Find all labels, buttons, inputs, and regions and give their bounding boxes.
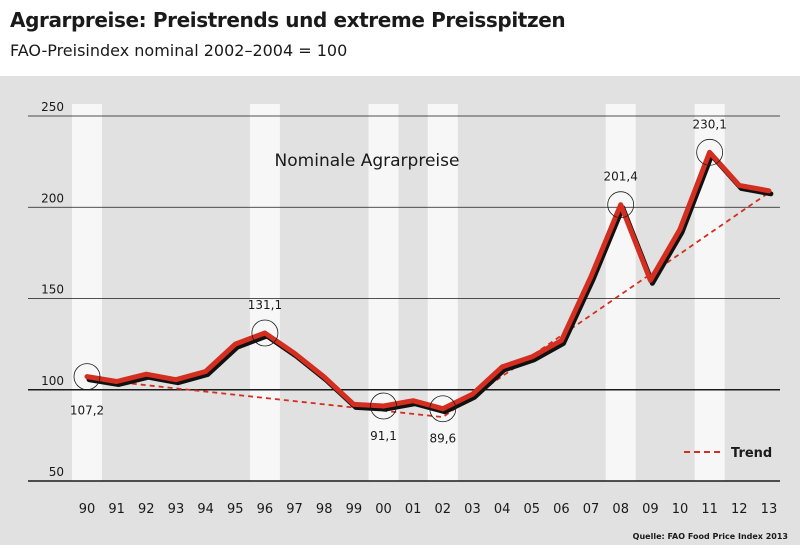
data-point (323, 375, 326, 378)
annotation-circle (429, 395, 457, 423)
data-point (649, 279, 652, 282)
y-tick-label: 100 (41, 374, 64, 388)
data-point (115, 380, 118, 383)
data-point (412, 399, 415, 402)
data-point (708, 151, 711, 154)
chart-panel: 50 100 150 200 250 90 91 92 93 94 95 96 97 98 99 00 01 02… (0, 76, 800, 545)
y-tick-label: 150 (41, 283, 64, 297)
x-tick-label: 13 (761, 502, 778, 517)
data-point (501, 365, 504, 368)
data-point (263, 331, 266, 334)
data-point (530, 355, 533, 358)
data-point (679, 228, 681, 231)
year-band (249, 104, 280, 481)
x-tick-label: 98 (316, 502, 333, 517)
data-point (590, 275, 593, 278)
x-tick-label: 11 (701, 502, 718, 517)
x-tick-label: 02 (435, 502, 452, 517)
data-point (767, 189, 770, 192)
annotation-label: 107,2 (70, 404, 104, 418)
x-tick-label: 04 (494, 502, 511, 517)
x-tick-label: 91 (108, 502, 125, 517)
y-tick-label: 250 (41, 100, 64, 114)
data-point (204, 370, 207, 373)
annotation-circle (696, 138, 724, 166)
y-tick-label: 200 (41, 191, 64, 205)
data-point (441, 407, 444, 410)
series-line (84, 149, 772, 412)
annotation-label: 89,6 (429, 432, 456, 446)
year-band (72, 104, 102, 481)
data-point (174, 378, 177, 381)
chart-title: Nominale Agrarpreise (275, 151, 460, 171)
data-point (382, 404, 385, 407)
chart-background (0, 76, 800, 545)
year-band (427, 104, 458, 481)
x-tick-label: 90 (79, 502, 96, 517)
x-tick-label: 97 (286, 502, 303, 517)
x-tick-label: 93 (168, 502, 185, 517)
year-band (368, 104, 399, 481)
year-band (605, 104, 636, 481)
annotation-label: 131,1 (248, 298, 282, 312)
source-note: Quelle: FAO Food Price Index 2013 (633, 532, 788, 541)
price-index-chart: 50 100 150 200 250 90 91 92 93 94 95 96 97 98 99 00 01 02… (0, 76, 800, 545)
annotation-label: 91,1 (370, 429, 397, 443)
x-tick-label: 01 (405, 502, 422, 517)
data-point (86, 375, 88, 378)
x-tick-label: 99 (346, 502, 363, 517)
x-tick-label: 92 (138, 502, 155, 517)
legend-trend-label: Trend (731, 446, 772, 461)
x-tick-label: 10 (672, 502, 689, 517)
x-tick-label: 94 (197, 502, 214, 517)
x-tick-label: 06 (553, 502, 570, 517)
x-tick-label: 09 (642, 502, 659, 517)
annotation-label: 230,1 (692, 117, 726, 131)
data-point (619, 203, 622, 206)
data-point (145, 373, 148, 376)
data-point (560, 339, 563, 342)
annotation-circle (607, 191, 635, 219)
annotation-circle (251, 319, 279, 347)
data-point (234, 343, 237, 346)
x-tick-label: 95 (227, 502, 244, 517)
x-tick-label: 12 (731, 502, 748, 517)
page-title: Agrarpreise: Preistrends und extreme Pre… (10, 8, 566, 32)
page-subtitle: FAO-Preisindex nominal 2002–2004 = 100 (10, 41, 348, 60)
x-tick-label: 03 (464, 502, 481, 517)
data-point (352, 403, 355, 406)
annotation-label: 201,4 (604, 170, 638, 184)
data-point (471, 393, 474, 396)
legend: Trend (684, 446, 772, 461)
annotation-circle (73, 363, 101, 391)
annotation-circle (370, 392, 397, 420)
x-tick-label: 00 (375, 502, 392, 517)
x-tick-label: 07 (583, 502, 600, 517)
x-tick-label: 96 (257, 502, 274, 517)
data-point (738, 184, 741, 187)
y-tick-label: 50 (49, 465, 64, 479)
x-tick-label: 05 (523, 502, 540, 517)
data-point (293, 352, 296, 355)
x-tick-label: 08 (612, 502, 629, 517)
